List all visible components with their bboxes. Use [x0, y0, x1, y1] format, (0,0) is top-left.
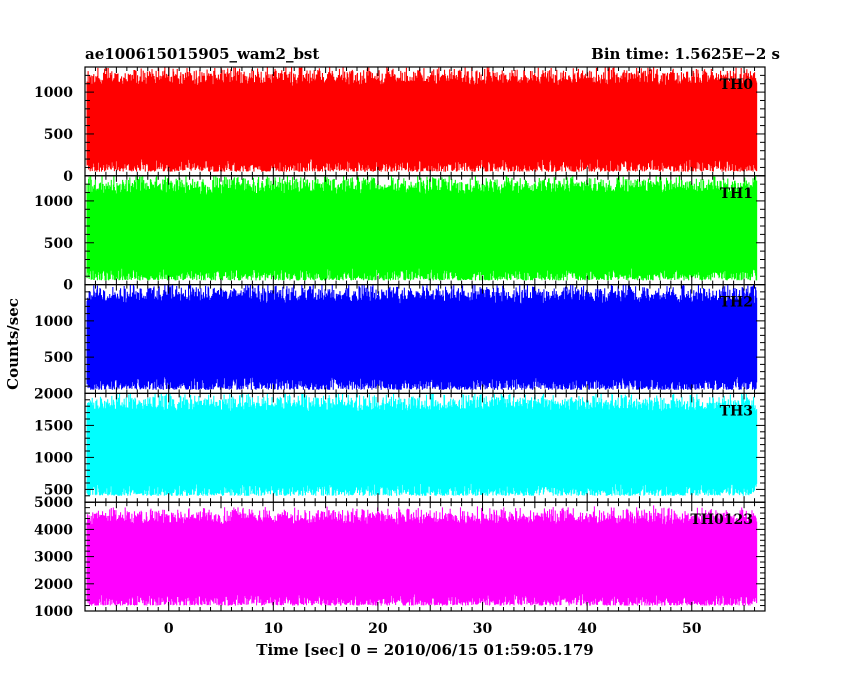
y-axis-label: Counts/sec [4, 298, 22, 390]
y-tick-label: 1000 [34, 450, 73, 466]
x-tick-label: 50 [682, 621, 702, 637]
series-th3 [86, 393, 758, 496]
x-axis-label: Time [sec] 0 = 2010/06/15 01:59:05.179 [256, 641, 593, 659]
series-label-th0: TH0 [720, 77, 754, 93]
series-label-th3: TH3 [720, 403, 753, 419]
series-label-th1: TH1 [720, 186, 753, 202]
y-tick-label: 500 [44, 482, 73, 498]
y-tick-label: 3000 [34, 550, 73, 566]
y-tick-label: 5000 [34, 495, 73, 511]
series-label-th0123: TH0123 [690, 512, 753, 528]
y-tick-label: 4000 [34, 522, 73, 538]
x-tick-label: 40 [577, 621, 597, 637]
y-tick-label: 500 [44, 350, 73, 366]
y-tick-label: 1000 [34, 604, 73, 620]
y-tick-label: 0 [63, 278, 73, 294]
y-tick-label: 500 [44, 127, 73, 143]
panel-th0123: 1000 2000 3000 4000 5000 TH0123 [34, 495, 766, 620]
y-tick-label: 500 [44, 236, 73, 252]
series-label-th2: TH2 [720, 295, 753, 311]
x-tick-label: 0 [164, 621, 174, 637]
series-th1 [86, 175, 758, 281]
x-tick-label: 10 [264, 621, 284, 637]
y-tick-label: 1000 [34, 314, 73, 330]
y-tick-label: 2000 [34, 386, 73, 402]
x-tick-label: 20 [368, 621, 388, 637]
series-th2 [86, 284, 758, 390]
panel-th1: 0 500 1000 TH1 [34, 175, 766, 294]
panel-th2: 500 1000 TH2 [34, 284, 766, 395]
panels-group: 05001000TH005001000TH15001000TH250010001… [34, 66, 766, 637]
bin-time-label: Bin time: 1.5625E−2 s [591, 45, 780, 63]
panel-th3: 500 1000 1500 2000 TH3 [34, 386, 766, 503]
x-tick-label: 30 [473, 621, 493, 637]
y-tick-label: 1000 [34, 85, 73, 101]
series-th0 [86, 67, 758, 172]
y-tick-label: 1500 [34, 418, 73, 434]
panel-th0: 0 500 1000 TH0 [34, 66, 766, 185]
y-tick-label: 0 [63, 169, 73, 185]
chart-title: ae100615015905_wam2_bst [85, 45, 319, 63]
series-th0123 [86, 505, 758, 606]
y-tick-label: 1000 [34, 194, 73, 210]
y-tick-label: 2000 [34, 577, 73, 593]
